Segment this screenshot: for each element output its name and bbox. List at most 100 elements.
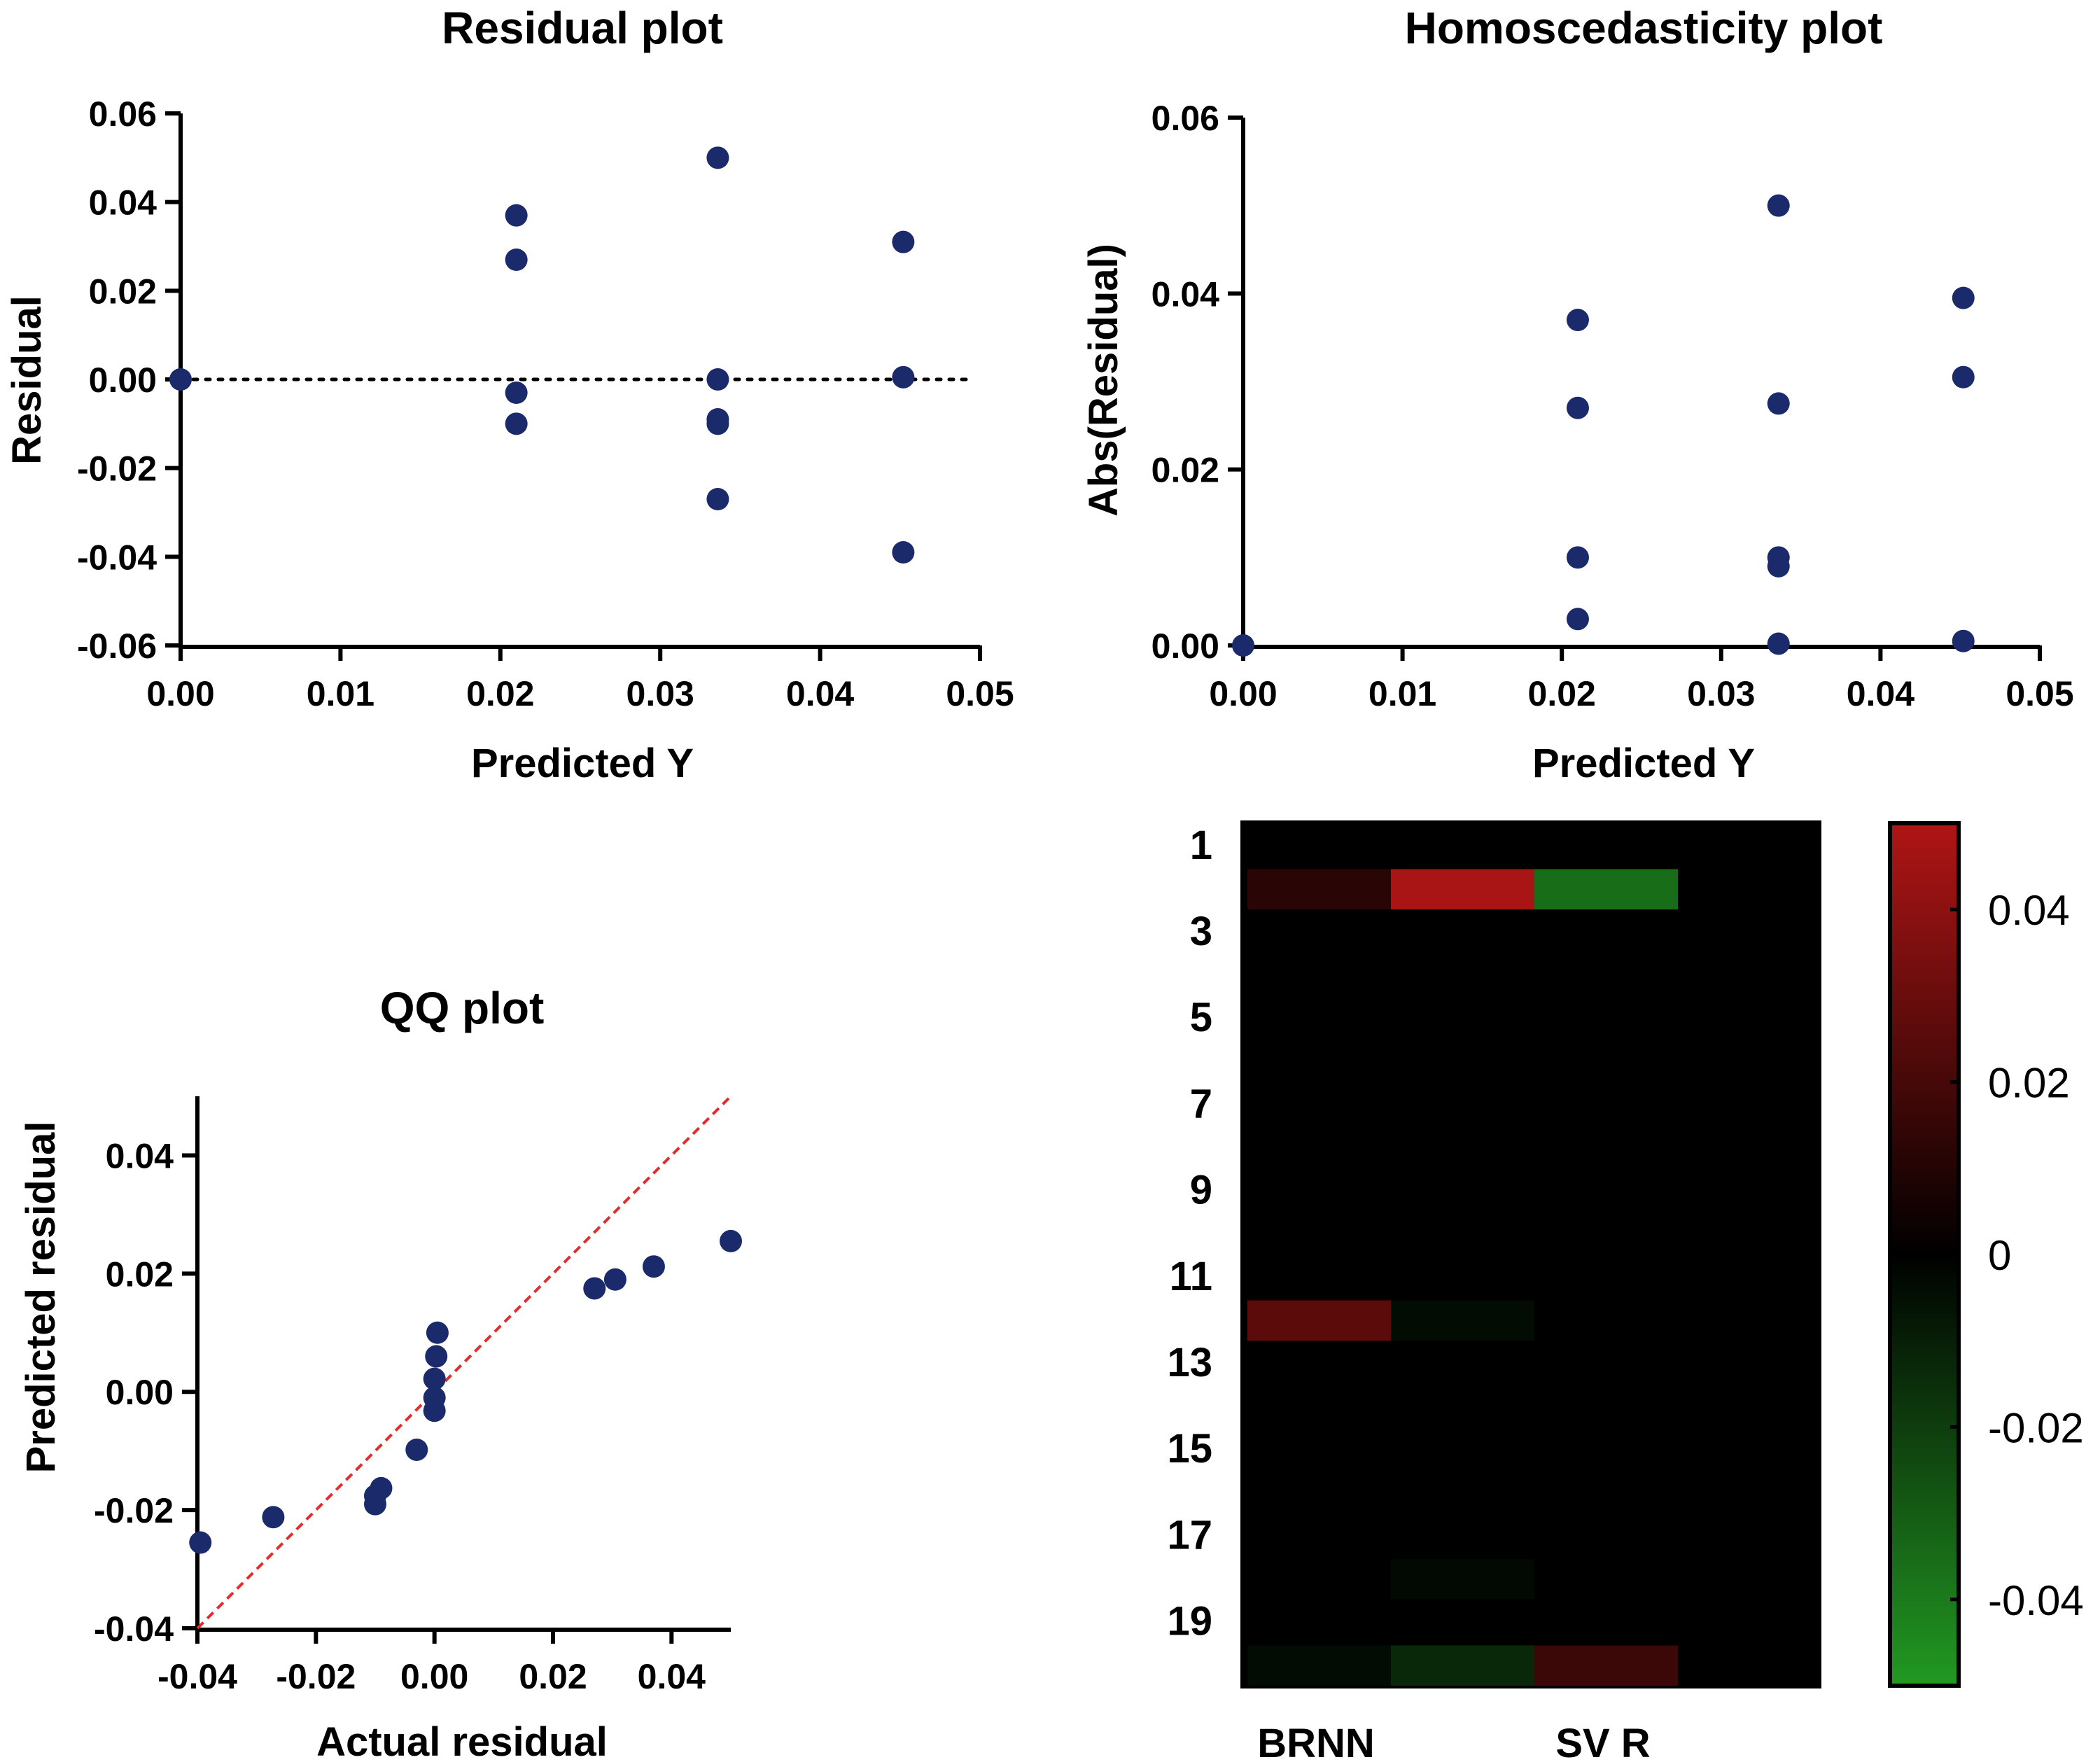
x-tick-label: 0.03 — [1687, 674, 1755, 713]
y-tick-label: 0.00 — [1152, 627, 1219, 666]
data-point — [169, 368, 192, 391]
heatmap-cell — [1391, 1559, 1534, 1600]
x-tick-label: 0.00 — [146, 674, 214, 713]
data-point — [405, 1438, 428, 1461]
heatmap-cell — [1391, 1300, 1534, 1341]
heatmap-background — [1240, 820, 1821, 1688]
y-tick-label: -0.04 — [94, 1609, 174, 1649]
data-point — [189, 1531, 212, 1554]
data-point — [583, 1277, 606, 1300]
heatmap-col-label-brnn: BRNN — [1257, 1721, 1375, 1758]
data-point — [505, 204, 528, 227]
x-tick-label: 0.00 — [1209, 674, 1277, 713]
data-point — [892, 365, 915, 389]
data-point — [505, 382, 528, 404]
y-tick-label: -0.06 — [77, 627, 157, 666]
y-tick-label: 0.06 — [89, 95, 157, 134]
colorbar-tick-label: 0.02 — [1988, 1060, 2070, 1107]
homoscedasticity-plot-title: Homoscedasticity plot — [1405, 3, 1883, 53]
data-point — [1952, 629, 1975, 652]
y-tick-label: -0.04 — [77, 538, 157, 577]
data-point — [1566, 608, 1589, 631]
x-tick-label: 0.02 — [466, 674, 534, 713]
data-point — [1566, 309, 1589, 332]
y-tick-label: -0.02 — [94, 1491, 174, 1530]
data-point — [1767, 194, 1790, 217]
colorbar-tick-label: 0.04 — [1988, 887, 2070, 934]
heatmap-row-label: 5 — [1190, 995, 1212, 1040]
x-tick-label: 0.05 — [2005, 674, 2073, 713]
data-point — [1232, 634, 1254, 657]
x-tick-label: 0.02 — [1528, 674, 1596, 713]
y-tick-label: -0.02 — [77, 449, 157, 489]
colorbar-ticks: 0.04 0.02 0 -0.02 -0.04 — [1950, 887, 2084, 1624]
homoscedasticity-plot-xlabel: Predicted Y — [1532, 741, 1755, 786]
data-point — [1767, 392, 1790, 415]
y-tick-label: 0.04 — [106, 1136, 174, 1175]
x-tick-label: 0.03 — [626, 674, 694, 713]
residual-plot-ylabel: Residual — [4, 295, 50, 465]
data-point — [706, 412, 729, 435]
y-tick-label: 0.00 — [106, 1373, 174, 1412]
data-point — [642, 1255, 665, 1278]
data-point — [505, 249, 528, 271]
data-point — [706, 368, 729, 391]
heatmap-row-label: 1 — [1190, 823, 1212, 868]
y-tick-label: 0.00 — [89, 361, 157, 400]
heatmap-row-label: 13 — [1167, 1340, 1212, 1385]
heatmap-cell — [1247, 1300, 1391, 1341]
data-point — [1767, 632, 1790, 655]
heatmap-row-label: 19 — [1167, 1599, 1212, 1644]
x-tick-label: 0.04 — [786, 674, 855, 713]
data-point — [1566, 396, 1589, 419]
colorbar-tick-label: -0.04 — [1988, 1577, 2084, 1624]
x-tick-label: 0.01 — [1368, 674, 1436, 713]
x-tick-label: 0.04 — [1847, 674, 1915, 713]
data-point — [603, 1268, 626, 1291]
qq-plot-ylabel: Predicted residual — [18, 1121, 64, 1474]
homoscedasticity-plot: Homoscedasticity plot Predicted Y Abs(Re… — [1081, 3, 2074, 786]
residual-plot-title: Residual plot — [442, 3, 723, 53]
data-point — [1566, 546, 1589, 569]
heatmap-row-label: 3 — [1190, 909, 1212, 954]
data-point — [423, 1386, 446, 1409]
heatmap-row-label: 15 — [1167, 1426, 1212, 1471]
residual-plot-xlabel: Predicted Y — [471, 741, 694, 786]
colorbar — [1888, 821, 1961, 1688]
x-tick-label: 0.00 — [400, 1657, 468, 1696]
y-tick-label: 0.02 — [89, 272, 157, 311]
heatmap-cell — [1391, 869, 1534, 910]
data-point — [1952, 365, 1975, 389]
heatmap-cell — [1534, 1645, 1678, 1686]
heatmap-row-label: 11 — [1170, 1254, 1212, 1299]
data-point — [505, 412, 528, 435]
data-point — [1767, 554, 1790, 578]
data-point — [892, 541, 915, 564]
y-tick-label: 0.02 — [106, 1254, 174, 1294]
data-point — [423, 1367, 446, 1390]
x-tick-label: 0.01 — [307, 674, 374, 713]
data-point — [426, 1321, 449, 1344]
y-tick-label: 0.06 — [1152, 99, 1219, 138]
qq-plot-xlabel: Actual residual — [316, 1719, 608, 1758]
y-tick-label: 0.04 — [1152, 274, 1220, 314]
homoscedasticity-plot-ylabel: Abs(Residual) — [1081, 244, 1126, 517]
colorbar-tick-label: -0.02 — [1988, 1404, 2084, 1451]
x-tick-label: -0.02 — [276, 1657, 356, 1696]
data-point — [706, 146, 729, 169]
colorbar-tick-label: 0 — [1988, 1232, 2011, 1279]
data-point — [720, 1229, 742, 1252]
y-tick-label: 0.02 — [1152, 451, 1219, 490]
y-tick-label: 0.04 — [89, 183, 158, 223]
heatmap-row-label: 9 — [1190, 1168, 1212, 1213]
x-tick-label: 0.05 — [946, 674, 1014, 713]
identity-reference-line — [196, 1095, 732, 1630]
data-point — [706, 488, 729, 510]
data-point — [1952, 286, 1975, 309]
data-point — [262, 1506, 285, 1529]
heatmap-cells — [1247, 869, 1678, 1686]
qq-plot: QQ plot Actual residual Predicted residu… — [18, 983, 742, 1762]
